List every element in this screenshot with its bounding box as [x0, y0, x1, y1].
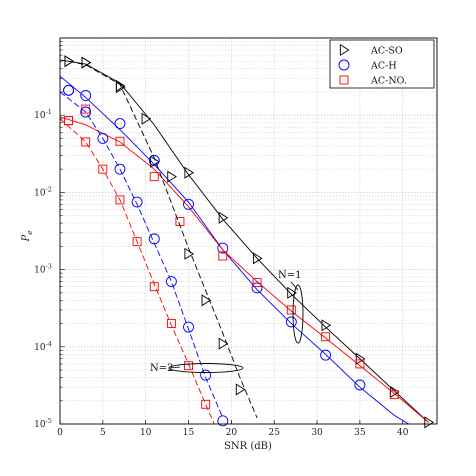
y-axis-label: Pe: [21, 231, 34, 243]
x-tick-label: 5: [100, 428, 106, 438]
marker-layer: [63, 55, 434, 429]
legend-marker: [339, 75, 349, 85]
data-point-n-1-ac-h: [114, 118, 126, 129]
data-point-n-1-ac-no: [175, 217, 185, 226]
x-tick-label: 35: [354, 428, 366, 438]
data-point-n-2-ac-no: [184, 361, 193, 371]
data-point-n-2-ac-h: [183, 321, 194, 333]
data-point-n-1-ac-h: [320, 349, 332, 361]
x-tick-label: 30: [311, 428, 323, 438]
data-point-n-1-ac-so: [321, 319, 332, 332]
data-point-n-1-ac-no: [321, 332, 331, 342]
n1-annotation-ellipse: [292, 284, 304, 344]
series-line-n-2-ac-no: [60, 118, 215, 424]
n2-annotation-ellipse: [168, 363, 244, 373]
n1-annotation-leader: [290, 281, 299, 291]
data-point-n-1-ac-so: [424, 416, 434, 429]
data-point-n-1-ac-so: [218, 211, 229, 224]
data-point-n-2-ac-no: [166, 319, 176, 329]
data-point-n-1-ac-h: [183, 198, 194, 210]
y-tick-label: 10-5: [34, 417, 52, 430]
x-tick-label: 0: [57, 428, 63, 438]
data-point-n-1-ac-so: [287, 286, 297, 299]
x-tick-label: 40: [397, 428, 409, 438]
data-point-n-2-ac-h: [63, 84, 75, 96]
plot-background: [60, 38, 437, 424]
series-line-n-1-ac-h: [60, 75, 410, 424]
series-line-n-1-ac-so: [60, 59, 429, 423]
data-point-n-1-ac-no: [218, 251, 228, 261]
plot-frame: [59, 37, 438, 425]
data-point-n-1-ac-no: [389, 390, 399, 400]
legend-marker: [338, 59, 350, 71]
data-point-n-2-ac-so: [184, 247, 195, 260]
y-tick-label: 10-2: [34, 185, 52, 198]
data-point-n-2-ac-no: [98, 164, 108, 174]
y-tick-labels: 10-1 10-2 10-3 10-4 10-5: [34, 108, 52, 430]
annotation-layer: N=1 N=2: [150, 270, 304, 374]
data-point-n-2-ac-h: [131, 196, 143, 208]
data-point-n-1-ac-so: [150, 155, 160, 168]
data-point-n-2-ac-h: [148, 233, 160, 245]
x-tick-label: 25: [268, 428, 280, 438]
legend-marker: [339, 43, 350, 57]
data-point-n-2-ac-h: [80, 106, 92, 118]
n1-annotation-label: N=1: [278, 270, 302, 281]
data-point-n-2-ac-so: [235, 383, 246, 396]
y-tick-label: 10-3: [34, 263, 52, 276]
legend-label: AC-SO: [370, 46, 403, 57]
data-point-n-1-ac-no: [149, 172, 159, 182]
data-point-n-2-ac-no: [81, 137, 91, 147]
data-point-n-2-ac-so: [115, 79, 126, 92]
data-point-n-2-ac-h: [114, 163, 126, 175]
data-point-n-2-ac-h: [165, 276, 177, 288]
data-point-n-2-ac-h: [217, 415, 229, 427]
data-point-n-1-ac-no: [286, 305, 296, 315]
n2-annotation-leader: [169, 366, 181, 369]
x-tick-label: 20: [226, 428, 238, 438]
n2-annotation-label: N=2: [150, 363, 174, 374]
legend: AC-SO AC-H AC-NO.: [329, 39, 435, 89]
data-point-n-2-ac-so: [64, 55, 75, 68]
data-point-n-1-ac-h: [148, 154, 160, 166]
x-tick-labels: 0 5 10 15 20 25 30 35 40: [57, 428, 409, 438]
data-point-n-1-ac-no: [355, 359, 365, 369]
series-line-n-2-ac-h: [60, 91, 224, 419]
series-line-n-1-ac-no: [60, 116, 429, 423]
data-point-n-1-ac-no: [252, 278, 262, 287]
data-point-n-1-ac-h: [285, 316, 297, 328]
legend-label: AC-H: [370, 61, 397, 72]
data-point-n-1-ac-no: [115, 136, 125, 146]
x-tick-label: 15: [183, 428, 195, 438]
data-point-n-2-ac-no: [132, 237, 142, 247]
data-point-n-2-ac-h: [200, 369, 212, 381]
data-point-n-2-ac-so: [141, 112, 152, 125]
data-point-n-2-ac-no: [115, 195, 125, 205]
data-point-n-2-ac-no: [201, 399, 211, 409]
data-point-n-2-ac-no: [64, 116, 74, 126]
data-point-n-2-ac-no: [149, 282, 159, 292]
data-point-n-2-ac-h: [97, 132, 109, 144]
legend-label: AC-NO.: [370, 76, 407, 87]
y-tick-label: 10-4: [34, 340, 52, 353]
x-tick-label: 10: [140, 428, 152, 438]
data-point-n-1-ac-h: [80, 90, 92, 101]
data-point-n-2-ac-so: [81, 56, 92, 69]
data-point-n-1-ac-so: [184, 166, 195, 179]
x-axis-label: SNR (dB): [224, 441, 272, 452]
y-tick-label: 10-1: [34, 108, 52, 121]
data-point-n-1-ac-h: [217, 242, 229, 254]
grid: [59, 38, 437, 425]
data-point-n-1-ac-so: [252, 252, 263, 265]
data-point-n-1-ac-h: [251, 282, 263, 294]
data-point-n-1-ac-so: [355, 352, 366, 365]
data-point-n-2-ac-so: [218, 337, 229, 350]
data-point-n-2-ac-so: [201, 294, 212, 307]
data-point-n-2-ac-so: [167, 170, 177, 183]
legend-box: [329, 39, 435, 89]
data-point-n-1-ac-h: [354, 379, 366, 391]
